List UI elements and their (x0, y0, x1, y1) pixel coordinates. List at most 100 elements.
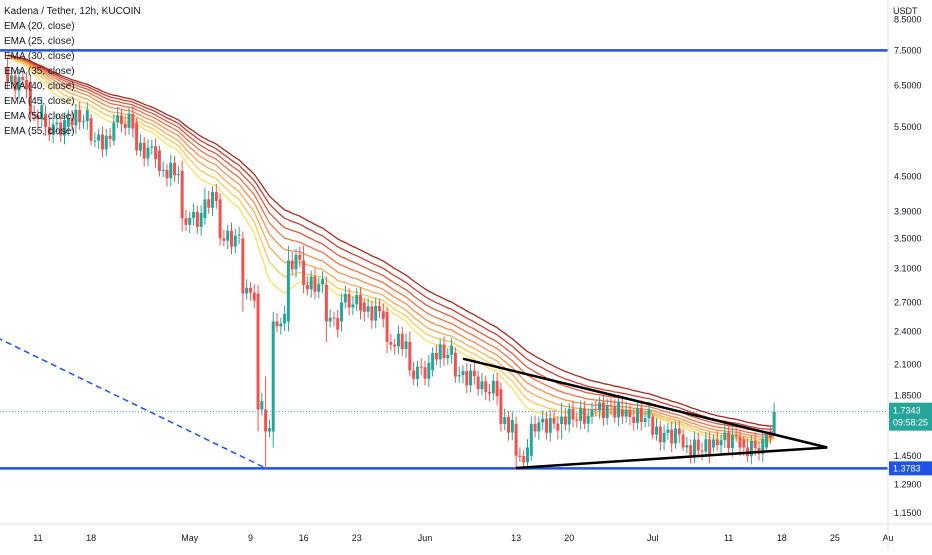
candle-body (412, 370, 416, 379)
candle-body (123, 123, 127, 128)
time-axis[interactable]: 11 18 May 9 16 23 Jun 13 20 Jul 11 18 25 Au (33, 533, 893, 543)
candle-body (112, 122, 116, 141)
candle-body (25, 80, 29, 90)
legend-ema-55[interactable]: EMA (55, close) (4, 126, 75, 137)
candle-body (636, 408, 640, 423)
candle-body (689, 445, 693, 456)
candle-body (434, 352, 438, 360)
candle-body (169, 162, 173, 179)
time-tick-label: 20 (564, 533, 574, 543)
candle-body (457, 375, 461, 377)
price-tick-label: 8.5000 (894, 15, 922, 25)
candle-body (332, 317, 336, 319)
candle-body (93, 140, 97, 142)
candle-body (415, 366, 419, 379)
candle-body (165, 169, 169, 179)
candle-body (571, 408, 575, 420)
candle-body (203, 199, 207, 219)
candle-body (419, 366, 423, 368)
candle-body (154, 146, 158, 160)
price-tick-label: 1.2900 (894, 480, 922, 490)
price-tick-label: 3.9000 (894, 207, 922, 217)
time-tick-label: 11 (724, 533, 733, 543)
candle-body (605, 405, 609, 419)
symbol-title[interactable]: Kadena / Tether, 12h, KUCOIN (4, 6, 141, 17)
time-tick-label: 18 (86, 533, 96, 543)
candle-body (366, 306, 370, 312)
candle-body (450, 345, 454, 355)
time-tick-label: 11 (33, 533, 42, 543)
candle-body (207, 199, 211, 208)
candle-body (541, 418, 545, 423)
legend-ema-45[interactable]: EMA (45, close) (4, 96, 75, 107)
candle-body (491, 380, 495, 394)
candle-body (161, 169, 165, 172)
candle-body (51, 124, 55, 135)
candle-body (765, 434, 769, 448)
candle-body (146, 147, 150, 159)
candle-body (267, 428, 271, 432)
triangle-trendline (516, 446, 828, 470)
candle-body (446, 354, 450, 359)
candle-body (6, 67, 10, 82)
candle-body (575, 419, 579, 421)
candle-body (245, 287, 249, 294)
candle-body (431, 352, 435, 371)
candle-body (116, 115, 120, 123)
candle-body (142, 142, 146, 159)
candle-body (188, 217, 192, 225)
candle-body (173, 162, 177, 176)
candle-body (556, 423, 560, 431)
time-tick-label: 9 (248, 533, 253, 543)
candle-body (47, 126, 51, 135)
currency-label: USDT (893, 6, 918, 16)
candle-body (670, 429, 674, 444)
candle-body (36, 115, 40, 120)
legend-ema-35[interactable]: EMA (35, close) (4, 66, 75, 77)
candle-body (9, 75, 13, 82)
candle-body (673, 428, 677, 444)
countdown-value: 09:58:25 (893, 418, 928, 428)
time-tick-label: Jun (418, 533, 433, 543)
candle-body (199, 212, 203, 227)
ema-line-25 (7, 55, 775, 442)
candle-body (582, 408, 586, 424)
candle-body (74, 109, 78, 126)
candle-body (598, 402, 602, 411)
candle-body (252, 292, 256, 301)
candle-body (180, 171, 184, 219)
candle-body (241, 238, 245, 294)
legend-ema-25[interactable]: EMA (25, close) (4, 36, 75, 47)
candle-body (286, 260, 290, 322)
candle-body (613, 406, 617, 418)
candle-body (302, 260, 306, 285)
time-tick-label: May (181, 533, 199, 543)
candle-body (298, 254, 302, 260)
legend-ema-50[interactable]: EMA (50, close) (4, 111, 75, 122)
candle-body (525, 447, 529, 463)
candle-body (214, 192, 218, 202)
candle-body (59, 122, 63, 136)
candle-body (305, 284, 309, 290)
price-tick-label: 7.5000 (894, 45, 922, 55)
legend-ema-20[interactable]: EMA (20, close) (4, 21, 75, 32)
candle-body (761, 439, 765, 454)
candle-body (484, 381, 488, 392)
candle-body (609, 405, 613, 407)
candles (6, 57, 776, 471)
candle-body (472, 370, 476, 377)
last-price-tag (889, 402, 932, 431)
candle-body (222, 238, 226, 241)
candle-body (233, 235, 237, 247)
legend-ema-30[interactable]: EMA (30, close) (4, 51, 75, 62)
candle-body (529, 423, 533, 456)
legend-ema-40[interactable]: EMA (40, close) (4, 81, 75, 92)
trendlines[interactable] (0, 276, 828, 470)
candle-body (340, 302, 344, 322)
time-tick-label: 25 (830, 533, 840, 543)
horizontal-lines[interactable] (0, 49, 888, 470)
candle-body (81, 121, 85, 123)
